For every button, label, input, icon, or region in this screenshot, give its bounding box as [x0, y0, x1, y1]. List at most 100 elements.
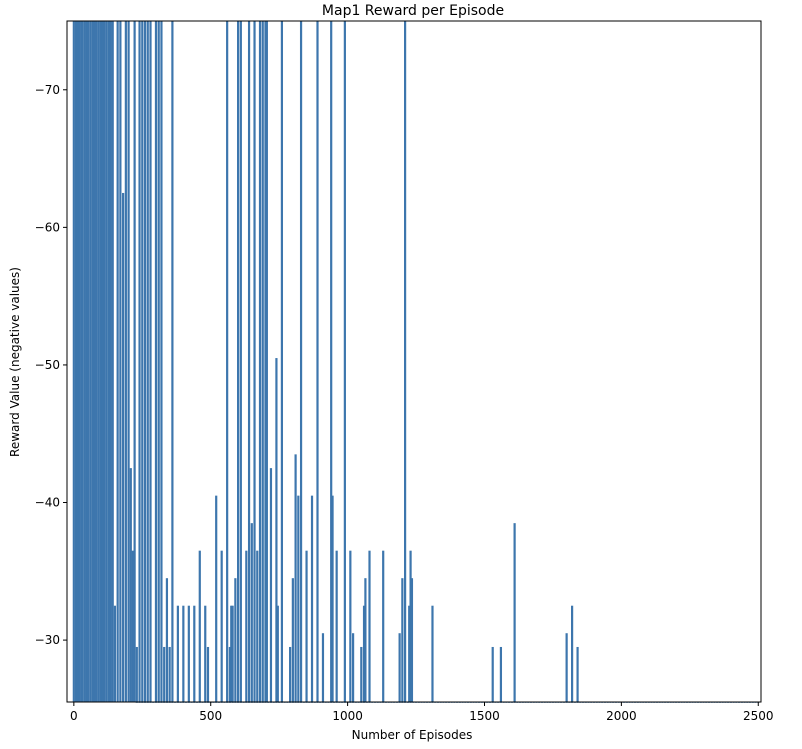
- data-bar: [316, 21, 319, 702]
- data-bar: [331, 495, 334, 702]
- y-axis-ticks: −70 −60 −50 −40 −30: [35, 83, 67, 647]
- plot-frame: [66, 20, 762, 703]
- data-bar: [171, 21, 174, 702]
- data-bar: [95, 21, 98, 702]
- data-bar: [101, 21, 104, 702]
- data-bar: [410, 578, 414, 702]
- data-bar: [382, 550, 385, 702]
- data-bar: [234, 578, 237, 702]
- data-bar: [141, 21, 144, 702]
- data-bar: [146, 21, 149, 702]
- data-bar: [409, 550, 412, 702]
- data-bar: [143, 21, 147, 702]
- data-bar: [83, 21, 86, 702]
- y-tick-label: −60: [35, 220, 60, 234]
- data-bar: [299, 21, 303, 702]
- data-bar: [256, 550, 259, 702]
- bars-layer: [72, 21, 760, 703]
- data-bar: [368, 550, 371, 702]
- data-bar: [513, 523, 516, 702]
- data-bar: [276, 605, 279, 702]
- data-bar: [289, 646, 292, 702]
- y-tick-label: −40: [35, 496, 60, 510]
- data-bar: [157, 21, 160, 702]
- data-bar: [149, 21, 152, 702]
- data-bar: [247, 21, 251, 702]
- data-bar: [408, 605, 411, 702]
- data-bar: [109, 21, 112, 702]
- data-bar: [245, 550, 248, 702]
- data-bar: [85, 21, 88, 702]
- data-bar: [163, 646, 166, 702]
- data-bar: [404, 21, 407, 702]
- data-bar: [237, 21, 240, 702]
- data-bar: [576, 646, 579, 702]
- data-bar: [360, 646, 363, 702]
- data-bar: [176, 605, 179, 702]
- data-bar: [499, 646, 503, 702]
- data-bar: [76, 21, 80, 702]
- x-tick-label: 0: [70, 709, 78, 723]
- data-bar: [265, 21, 268, 702]
- y-tick-label: −30: [35, 633, 60, 647]
- data-bar: [78, 21, 81, 702]
- x-tick-label: 500: [199, 709, 222, 723]
- data-bar: [89, 21, 92, 702]
- data-bar: [182, 605, 185, 702]
- data-bar: [239, 21, 242, 702]
- data-bar: [198, 550, 201, 702]
- data-bar: [103, 21, 106, 702]
- data-bar: [99, 21, 102, 702]
- data-bar: [113, 605, 117, 702]
- data-bar: [133, 21, 136, 702]
- data-bar: [105, 21, 108, 702]
- data-bar: [258, 21, 262, 702]
- data-bar: [231, 605, 234, 702]
- data-bar: [349, 550, 352, 702]
- data-bar: [250, 523, 253, 702]
- data-bar: [343, 21, 346, 702]
- data-bar: [91, 21, 94, 702]
- data-bar: [131, 550, 134, 702]
- x-axis-label: Number of Episodes: [352, 728, 473, 742]
- y-tick-label: −70: [35, 83, 60, 97]
- data-bar: [138, 21, 141, 702]
- data-bar: [124, 21, 127, 702]
- data-bar: [280, 21, 284, 702]
- data-bar: [305, 550, 308, 702]
- data-bar: [565, 633, 568, 702]
- data-bar: [253, 21, 256, 702]
- data-bar: [206, 646, 210, 702]
- data-bar: [571, 605, 574, 702]
- data-bar: [74, 21, 78, 702]
- data-bar: [215, 495, 218, 702]
- data-bar: [291, 578, 294, 702]
- data-bar: [93, 21, 96, 702]
- data-bar: [204, 605, 207, 702]
- data-bar: [80, 21, 84, 702]
- data-bar: [116, 21, 119, 702]
- data-bar: [111, 21, 114, 702]
- data-bar: [398, 633, 401, 702]
- data-bar: [228, 646, 231, 702]
- data-bar: [127, 21, 130, 702]
- data-bar: [160, 21, 163, 702]
- data-bar: [72, 21, 75, 702]
- data-bar: [226, 21, 229, 702]
- data-bar: [335, 550, 338, 702]
- data-bar: [193, 605, 196, 702]
- data-bar: [220, 550, 223, 702]
- data-bar: [364, 578, 367, 702]
- data-bar: [431, 605, 434, 702]
- data-bar: [165, 578, 169, 702]
- data-bar: [122, 192, 125, 702]
- data-bar: [351, 633, 355, 702]
- data-bar: [86, 21, 90, 702]
- data-bar: [119, 21, 122, 702]
- data-bar: [275, 358, 278, 702]
- data-bar: [491, 646, 494, 702]
- data-bar: [310, 495, 314, 702]
- data-bar: [187, 605, 190, 702]
- data-bar: [297, 495, 300, 702]
- data-bar: [168, 646, 171, 702]
